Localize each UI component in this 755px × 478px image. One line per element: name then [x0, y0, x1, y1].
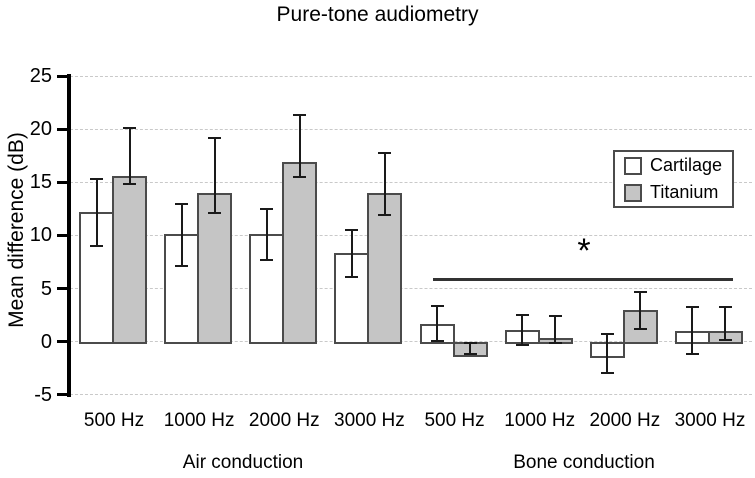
error-bar-titanium-1000-hz-bone [554, 316, 557, 343]
chart-title: Pure-tone audiometry [276, 3, 479, 26]
gridline-10db [70, 234, 752, 236]
error-bar-cartilage-1000-hz-air-cap-bottom [175, 265, 189, 268]
error-bar-titanium-2000-hz-air-cap-top [293, 114, 307, 117]
error-bar-cartilage-2000-hz-bone-cap-bottom [600, 371, 614, 374]
error-bar-titanium-1000-hz-bone-cap-bottom [548, 341, 562, 344]
error-bar-titanium-1000-hz-air [213, 137, 216, 214]
error-bar-titanium-500-hz-bone-cap-bottom [463, 352, 477, 355]
error-bar-cartilage-2000-hz-air-cap-top [260, 207, 274, 210]
bar-titanium-1000-hz-air [197, 192, 233, 344]
significance-asterisk: * [577, 232, 591, 270]
y-tick-label-10: 10 [29, 224, 52, 247]
x-tick-label-1000-hz-air: 1000 Hz [163, 410, 235, 431]
y-tick-mark-10 [57, 233, 71, 237]
y-tick-mark-0 [57, 340, 71, 344]
error-bar-cartilage-500-hz-air-cap-top [90, 178, 103, 181]
y-tick-mark-20 [57, 127, 71, 131]
error-bar-cartilage-3000-hz-bone [691, 306, 694, 354]
y-tick-label-25: 25 [29, 65, 52, 87]
error-bar-titanium-3000-hz-bone-cap-bottom [718, 338, 732, 341]
error-bar-cartilage-500-hz-air-cap-bottom [90, 245, 103, 248]
gridline-0db [70, 341, 752, 343]
x-tick-label-3000-hz-air: 3000 Hz [334, 410, 405, 431]
y-tick-mark--5 [57, 393, 71, 397]
error-bar-titanium-500-hz-air-cap-bottom [123, 183, 136, 186]
y-tick-mark-25 [57, 74, 71, 78]
error-bar-titanium-2000-hz-bone-cap-bottom [633, 328, 647, 331]
gridline-15db [70, 181, 752, 183]
error-bar-titanium-500-hz-bone [469, 342, 472, 354]
error-bar-titanium-3000-hz-air [383, 152, 386, 216]
gridline-25db [70, 75, 752, 77]
error-bar-titanium-2000-hz-air-cap-bottom [293, 176, 307, 179]
error-bar-cartilage-1000-hz-air [180, 203, 183, 267]
bar-titanium-2000-hz-air [282, 162, 318, 344]
error-bar-cartilage-3000-hz-air-cap-top [345, 229, 359, 232]
legend-item-titanium: Titanium [624, 182, 732, 203]
error-bar-cartilage-500-hz-air [95, 179, 98, 247]
error-bar-titanium-3000-hz-bone [724, 306, 727, 340]
x-tick-label-500-hz-air: 500 Hz [83, 410, 145, 431]
error-bar-titanium-500-hz-air [128, 128, 131, 185]
x-tick-label-500-hz-bone: 500 Hz [424, 410, 485, 431]
error-bar-cartilage-500-hz-bone-cap-bottom [430, 339, 444, 342]
gridline-5db [70, 288, 752, 290]
y-axis-line [67, 74, 71, 397]
x-tick-label-3000-hz-bone: 3000 Hz [674, 410, 746, 431]
error-bar-cartilage-3000-hz-air-cap-bottom [345, 275, 359, 278]
group-label-bone-conduction: Bone conduction [513, 452, 655, 473]
error-bar-cartilage-3000-hz-air [350, 230, 353, 277]
error-bar-titanium-3000-hz-air-cap-bottom [378, 214, 392, 217]
y-tick-mark-5 [57, 287, 71, 291]
significance-line [433, 277, 733, 281]
cartilage-swatch-icon [624, 156, 642, 175]
y-tick-label--5: -5 [34, 383, 52, 406]
legend-label-titanium: Titanium [650, 182, 719, 202]
y-tick-label-15: 15 [29, 171, 52, 194]
error-bar-cartilage-2000-hz-air [265, 208, 268, 260]
error-bar-cartilage-3000-hz-bone-cap-top [685, 305, 699, 308]
y-tick-label-20: 20 [29, 118, 52, 141]
error-bar-cartilage-2000-hz-bone-cap-top [600, 333, 614, 336]
error-bar-titanium-2000-hz-air [298, 115, 301, 177]
error-bar-titanium-3000-hz-bone-cap-top [718, 305, 732, 308]
legend: Cartilage Titanium [613, 150, 734, 208]
error-bar-titanium-2000-hz-bone [639, 291, 642, 330]
error-bar-titanium-500-hz-air-cap-top [123, 127, 136, 130]
group-label-air-conduction: Air conduction [182, 452, 304, 473]
gridline--5db [70, 394, 752, 396]
x-tick-label-1000-hz-bone: 1000 Hz [504, 410, 576, 431]
bar-titanium-500-hz-air [112, 175, 147, 344]
x-tick-label-2000-hz-bone: 2000 Hz [589, 410, 661, 431]
y-tick-mark-15 [57, 180, 71, 184]
error-bar-cartilage-500-hz-bone [436, 305, 439, 341]
error-bar-titanium-500-hz-bone-cap-top [463, 341, 477, 344]
error-bar-titanium-3000-hz-air-cap-top [378, 151, 392, 154]
y-tick-label-0: 0 [40, 330, 52, 353]
error-bar-titanium-1000-hz-air-cap-bottom [208, 212, 222, 215]
legend-item-cartilage: Cartilage [624, 155, 732, 176]
gridline-20db [70, 128, 752, 130]
error-bar-cartilage-3000-hz-bone-cap-bottom [685, 352, 699, 355]
error-bar-cartilage-500-hz-bone-cap-top [430, 304, 444, 307]
error-bar-cartilage-1000-hz-air-cap-top [175, 202, 189, 205]
error-bar-cartilage-2000-hz-bone [606, 334, 609, 373]
bar-titanium-3000-hz-air [367, 192, 403, 344]
titanium-swatch-icon [624, 183, 642, 202]
y-tick-label-5: 5 [40, 277, 52, 300]
error-bar-cartilage-1000-hz-bone-cap-top [515, 314, 529, 317]
error-bar-cartilage-1000-hz-bone-cap-bottom [515, 344, 529, 347]
error-bar-titanium-2000-hz-bone-cap-top [633, 290, 647, 293]
x-tick-label-2000-hz-air: 2000 Hz [248, 410, 320, 431]
error-bar-cartilage-2000-hz-air-cap-bottom [260, 258, 274, 261]
error-bar-titanium-1000-hz-bone-cap-top [548, 315, 562, 318]
error-bar-titanium-1000-hz-air-cap-top [208, 136, 222, 139]
legend-label-cartilage: Cartilage [650, 155, 723, 175]
error-bar-cartilage-1000-hz-bone [521, 315, 524, 345]
